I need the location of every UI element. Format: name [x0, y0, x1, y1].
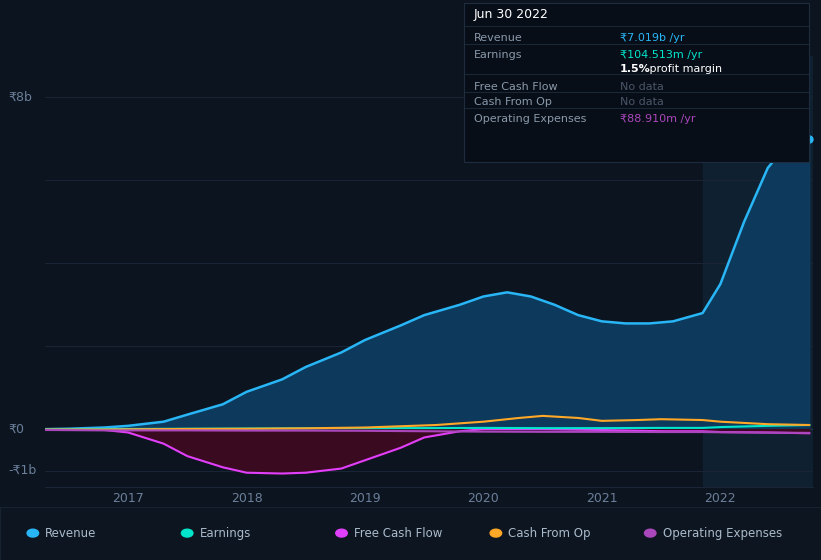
Text: ₹7.019b /yr: ₹7.019b /yr — [620, 32, 685, 43]
Text: Earnings: Earnings — [474, 50, 522, 60]
Text: No data: No data — [620, 97, 663, 108]
Text: Revenue: Revenue — [45, 526, 97, 540]
Text: -₹1b: -₹1b — [8, 464, 36, 477]
Text: ₹8b: ₹8b — [8, 91, 32, 104]
Text: Operating Expenses: Operating Expenses — [663, 526, 782, 540]
Text: Free Cash Flow: Free Cash Flow — [474, 82, 557, 92]
Text: ₹0: ₹0 — [8, 423, 24, 436]
Text: Free Cash Flow: Free Cash Flow — [354, 526, 443, 540]
Text: profit margin: profit margin — [646, 64, 722, 74]
Text: Cash From Op: Cash From Op — [508, 526, 590, 540]
Text: ₹88.910m /yr: ₹88.910m /yr — [620, 114, 695, 124]
Bar — [703, 56, 813, 487]
Text: 1.5%: 1.5% — [620, 64, 650, 74]
Text: ₹104.513m /yr: ₹104.513m /yr — [620, 50, 702, 60]
Text: Revenue: Revenue — [474, 32, 522, 43]
Text: No data: No data — [620, 82, 663, 92]
Text: Operating Expenses: Operating Expenses — [474, 114, 586, 124]
Text: Earnings: Earnings — [200, 526, 251, 540]
Text: Cash From Op: Cash From Op — [474, 97, 552, 108]
Text: Jun 30 2022: Jun 30 2022 — [474, 8, 548, 21]
